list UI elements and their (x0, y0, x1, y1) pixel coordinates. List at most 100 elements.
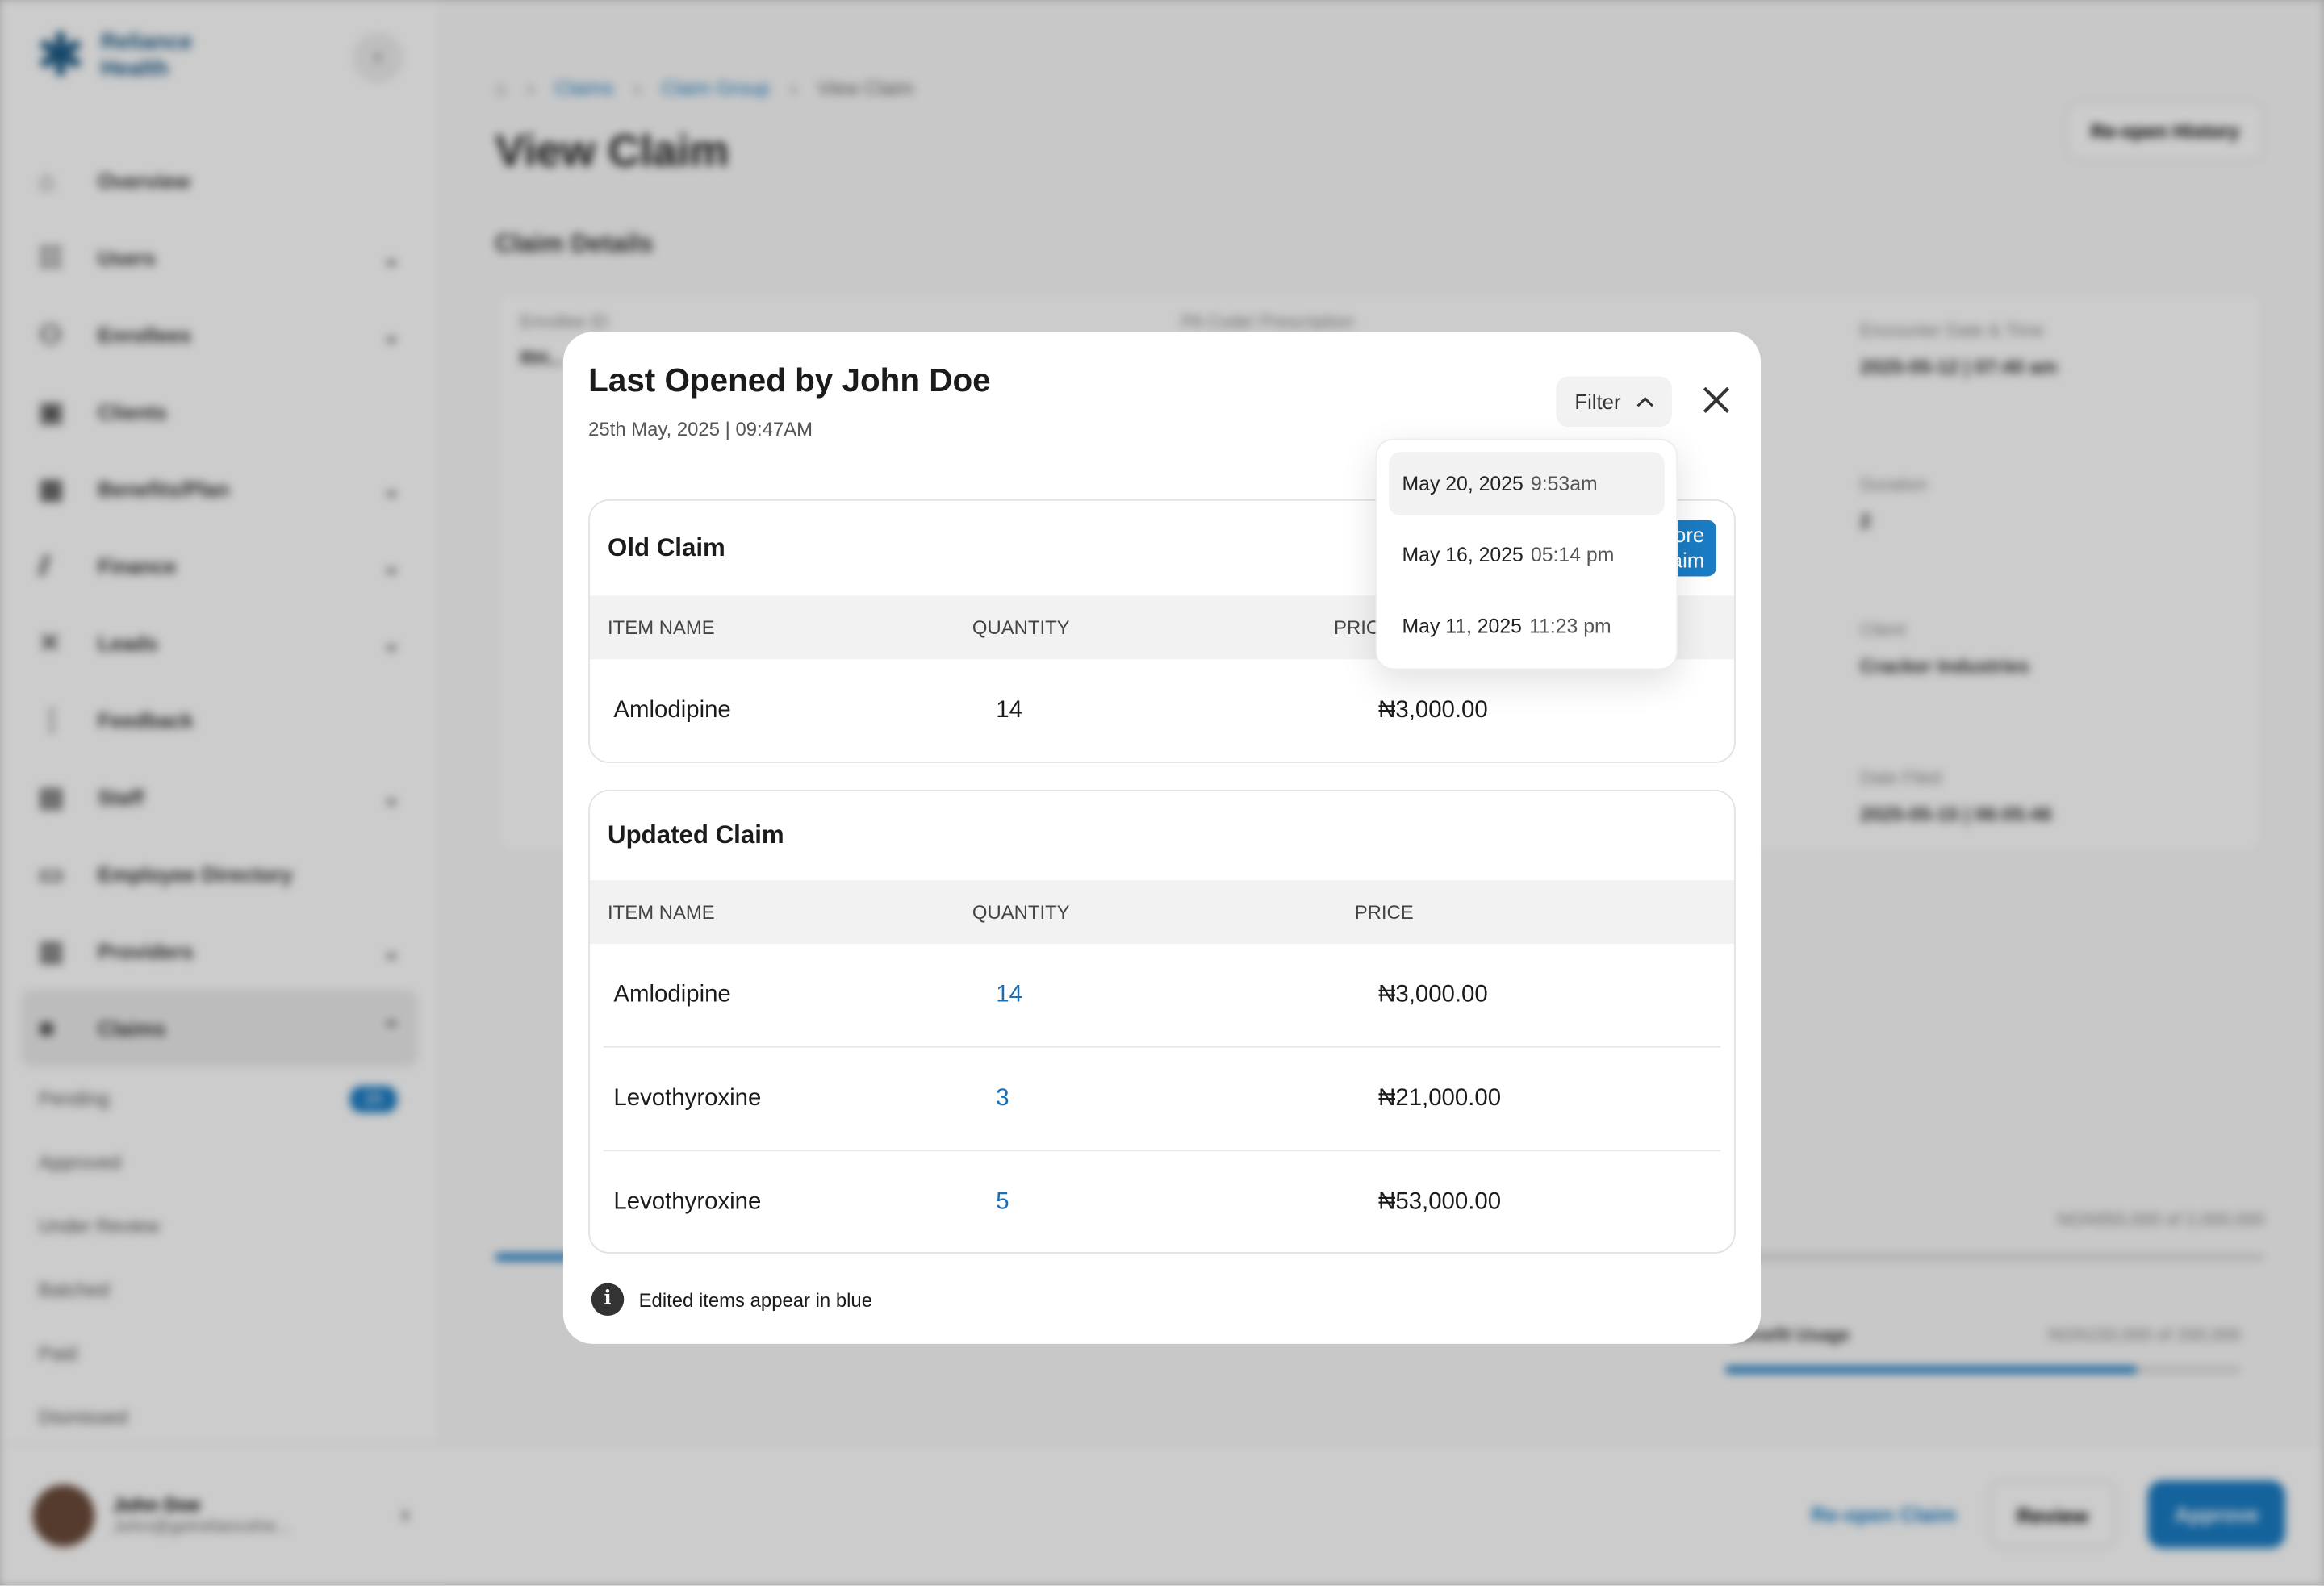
filter-option[interactable]: May 16, 2025 05:14 pm (1402, 544, 1615, 566)
sidebar-subitem[interactable]: Approved (21, 1130, 418, 1194)
user-name: John Doe (112, 1493, 201, 1516)
subitem-label: Approved (38, 1151, 121, 1174)
crumb-current: View Claim (817, 77, 914, 100)
sidebar-item-finance[interactable]: ⫽ Finance ⌄ (21, 528, 418, 605)
sidebar-item-label: Enrollees (98, 323, 191, 347)
updated-claim-card: Updated Claim ITEM NAME QUANTITY PRICE Aml… (588, 789, 1736, 1254)
sidebar-item-providers[interactable]: ▥ Providers ⌄ (21, 912, 418, 990)
page-title: View Claim (495, 127, 729, 177)
global-usage: NGN950,000 of 2,000,000 (2057, 1208, 2265, 1230)
updated-claim-title: Updated Claim (608, 820, 784, 849)
chart-icon: ⫽ (38, 550, 51, 581)
table-row: Amlodipine 14 ₦3,000.00 (613, 698, 1488, 724)
sidebar-item-label: Benefits/Plan (98, 477, 230, 501)
sidebar-item-label: Feedback (98, 707, 194, 732)
field: Encounter Date & Time 2025-05-12 | 07:40 … (1860, 319, 2058, 378)
logo-icon: ✱ (36, 23, 86, 90)
filter-option[interactable]: May 11, 2025 11:23 pm (1402, 615, 1611, 637)
home-icon: ⌂ (38, 165, 55, 195)
benefits-icon: ▦ (38, 473, 65, 503)
sidebar-item-clients[interactable]: ▣ Clients (21, 374, 418, 451)
sidebar-subitem[interactable]: Dismissed (21, 1385, 418, 1449)
home-icon[interactable]: ⌂ (495, 77, 507, 100)
sidebar-item-label: Leads (98, 631, 158, 655)
chevron-down-icon: ⌄ (382, 938, 400, 962)
field: Enrollee ID RH... (520, 311, 608, 369)
field: Date Filed 2025-05-15 | 06:05:46 (1860, 767, 2052, 826)
chevron-down-icon: ⌄ (382, 244, 400, 269)
edited-note: i Edited items appear in blue (591, 1283, 872, 1316)
sidebar-item-label: Overview (98, 169, 190, 193)
sidebar-subitem[interactable]: Paid (21, 1321, 418, 1385)
filter-button[interactable]: Filter (1556, 376, 1672, 427)
sidebar-item-feedback[interactable]: ⋮ Feedback (21, 682, 418, 759)
modal-subtitle: 25th May, 2025 | 09:47AM (588, 417, 813, 440)
enrollees-icon: ⚇ (38, 319, 63, 349)
sidebar-nav: ⌂ Overview ☷ Users ⌄ ⚇ Enrollees ⌄ ▣ Clients ▦ Bene… (20, 142, 418, 1449)
sidebar-item-benefits-plan[interactable]: ▦ Benefits/Plan ⌄ (21, 450, 418, 528)
claims-icon: ■ (38, 1012, 55, 1043)
chevron-up-icon: ⌃ (382, 1016, 400, 1040)
crumb-claims[interactable]: Claims (554, 77, 614, 100)
table-row: Levothyroxine 5 ₦53,000.00 (613, 1189, 1502, 1216)
sidebar-subitem[interactable]: Batched (21, 1258, 418, 1321)
chevron-left-icon[interactable]: ‹ (353, 32, 403, 83)
sidebar-item-users[interactable]: ☷ Users ⌄ (21, 219, 418, 297)
avatar (32, 1484, 95, 1546)
filter-option[interactable]: May 20, 2025 9:53am (1388, 452, 1665, 516)
staff-icon: ▤ (38, 781, 65, 812)
note-text: Edited items appear in blue (638, 1288, 872, 1311)
chevron-down-icon: ⌄ (382, 630, 400, 654)
user-profile[interactable]: John Doe John@getreliancehe... › (0, 1442, 442, 1586)
field: Client Cracker Industries (1860, 619, 2029, 678)
sidebar-item-staff[interactable]: ▤ Staff ⌄ (21, 758, 418, 836)
chevron-up-icon (1636, 396, 1653, 407)
table-header: ITEM NAME QUANTITY PRICE (590, 879, 1734, 944)
field: PA Code/ Prescription (1181, 311, 1354, 332)
benefit-usage: NGN150,000 of 200,000 (2048, 1325, 2242, 1346)
folder-icon: ▭ (38, 858, 65, 889)
subitem-label: Dismissed (38, 1406, 127, 1429)
sidebar-item-label: Providers (98, 939, 194, 963)
close-icon[interactable] (1699, 382, 1734, 418)
chevron-down-icon: ⌄ (382, 476, 400, 500)
sidebar-item-label: Staff (98, 785, 144, 809)
briefcase-icon: ▣ (38, 396, 65, 427)
table-row: Levothyroxine 3 ₦21,000.00 (603, 1048, 1721, 1152)
table-row: Amlodipine 14 ₦3,000.00 (603, 944, 1721, 1048)
sidebar-item-overview[interactable]: ⌂ Overview (21, 142, 418, 219)
users-icon: ☷ (38, 242, 63, 273)
sidebar-item-claims[interactable]: ■ Claims ⌃ (20, 989, 418, 1067)
chevron-down-icon: ⌄ (382, 322, 400, 346)
subitem-label: Paid (38, 1342, 77, 1365)
building-icon: ▥ (38, 935, 65, 966)
benefit-usage-bar (1724, 1366, 2138, 1374)
breadcrumb: ⌂ › Claims › Claim Group › View Claim (495, 77, 914, 100)
reopen-claim-button[interactable]: Re-open Claim (1811, 1502, 1957, 1526)
section-title: Claim Details (495, 229, 654, 258)
sidebar-item-label: Users (98, 245, 156, 270)
approve-button[interactable]: Approve (2147, 1480, 2286, 1549)
chevron-right-icon: › (401, 1501, 409, 1527)
sidebar-item-enrollees[interactable]: ⚇ Enrollees ⌄ (21, 296, 418, 374)
feedback-icon: ⋮ (38, 704, 65, 735)
filter-label: Filter (1574, 390, 1621, 414)
sidebar-subitem[interactable]: Pending 20 (21, 1066, 418, 1130)
filter-dropdown: May 20, 2025 9:53am May 16, 2025 05:14 pm … (1375, 438, 1678, 670)
sidebar-subitem[interactable]: Under Review (21, 1194, 418, 1258)
logo: ✱ Reliance Health (36, 27, 219, 86)
sidebar-item-label: Finance (98, 553, 177, 578)
reopen-history-button[interactable]: Re-open History (2065, 100, 2265, 162)
modal-title: Last Opened by John Doe (588, 361, 991, 399)
sidebar-item-employee-directory[interactable]: ▭ Employee Directory (21, 836, 418, 913)
sidebar-item-leads[interactable]: ✕ Leads ⌄ (21, 604, 418, 682)
field: Duration 2 (1860, 474, 1928, 532)
review-button[interactable]: Review (1988, 1480, 2117, 1549)
crumb-claim-group[interactable]: Claim Group (661, 77, 770, 100)
info-icon: i (591, 1283, 625, 1316)
count-badge: 20 (349, 1085, 398, 1112)
action-bar: Re-open Claim Review Approve (441, 1442, 2324, 1586)
sidebar-item-label: Clients (98, 399, 167, 424)
sidebar-item-label: Claims (98, 1016, 166, 1041)
brand-name: Reliance Health (100, 29, 193, 82)
